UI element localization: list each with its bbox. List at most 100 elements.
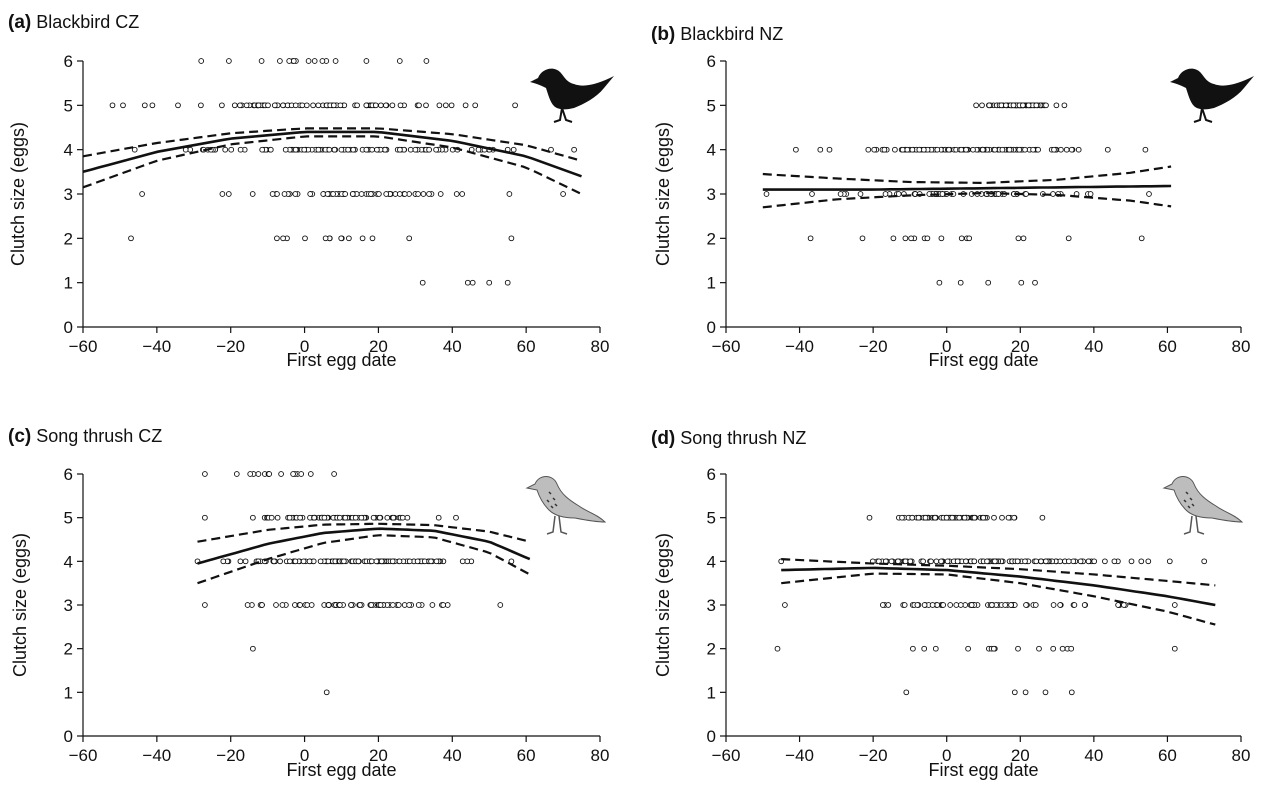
- data-point: [885, 602, 892, 608]
- ci-upper-line: [781, 558, 1216, 587]
- data-point: [1085, 558, 1092, 565]
- data-point: [958, 146, 965, 153]
- data-point: [359, 235, 366, 242]
- data-point: [944, 558, 951, 565]
- x-tick-label: 60: [1158, 746, 1177, 765]
- data-point: [1005, 514, 1012, 521]
- data-point: [1057, 602, 1063, 608]
- y-tick-label: 0: [707, 318, 716, 337]
- data-point: [268, 514, 275, 521]
- data-point: [763, 191, 770, 197]
- data-point: [228, 146, 235, 153]
- data-point: [902, 558, 909, 565]
- x-tick-label: 20: [369, 746, 388, 765]
- data-point: [341, 558, 347, 565]
- data-point: [397, 102, 404, 109]
- data-point: [963, 558, 969, 565]
- data-point: [999, 514, 1005, 521]
- data-point: [370, 514, 377, 521]
- data-point: [311, 514, 318, 521]
- data-point: [317, 558, 324, 565]
- data-point: [109, 102, 116, 109]
- x-tick-label: 0: [300, 337, 309, 356]
- data-point: [989, 602, 995, 608]
- data-point: [290, 58, 297, 64]
- data-point: [984, 558, 990, 565]
- data-point: [865, 146, 872, 153]
- data-point: [437, 191, 444, 197]
- data-point: [1022, 558, 1028, 565]
- data-point: [953, 602, 960, 608]
- data-point: [895, 191, 902, 197]
- x-tick-label: 60: [517, 337, 536, 356]
- data-point: [1061, 102, 1068, 109]
- panel-title-text: Blackbird NZ: [680, 24, 783, 44]
- data-point: [1030, 146, 1036, 153]
- panel-title-text: Song thrush CZ: [36, 426, 162, 446]
- data-point: [899, 514, 905, 521]
- x-tick-label: −60: [69, 337, 98, 356]
- data-point: [954, 558, 961, 565]
- fit-line: [82, 130, 582, 178]
- data-point: [1018, 279, 1025, 286]
- data-point: [297, 602, 303, 608]
- y-tick-label: 5: [64, 96, 73, 115]
- data-point: [406, 602, 412, 608]
- data-point: [428, 558, 434, 565]
- data-point: [202, 602, 208, 608]
- data-point: [971, 514, 978, 521]
- data-point: [881, 146, 888, 153]
- data-point: [426, 146, 432, 153]
- data-point: [1081, 602, 1088, 608]
- panel-title-text: Blackbird CZ: [36, 12, 139, 32]
- data-point: [222, 146, 229, 153]
- data-point: [1146, 191, 1152, 197]
- data-point: [932, 514, 938, 521]
- data-point: [866, 514, 873, 521]
- data-point: [1171, 602, 1178, 608]
- data-point: [231, 102, 238, 109]
- x-tick-label: −40: [785, 746, 814, 765]
- panel-b: (b) Blackbird NZ 0 1 2 3 4 5 6 −60 −40 −20 0 20 40 60 80…: [651, 24, 1254, 370]
- data-point: [345, 146, 351, 153]
- data-point: [305, 58, 312, 64]
- data-point: [904, 146, 911, 153]
- data-point: [315, 102, 322, 109]
- data-point: [1077, 558, 1084, 565]
- x-tick-label: 20: [1011, 746, 1030, 765]
- data-point: [956, 514, 963, 521]
- y-tick-label: 6: [707, 465, 716, 484]
- thrush-legs: [546, 515, 568, 535]
- x-tick-label: −40: [785, 337, 814, 356]
- data-point: [459, 558, 466, 565]
- y-tick-label: 0: [64, 727, 73, 746]
- data-point: [899, 146, 906, 153]
- y-tick-label: 1: [64, 274, 73, 293]
- data-point: [448, 102, 455, 109]
- data-point: [358, 514, 365, 521]
- y-tick-label: 2: [707, 640, 716, 659]
- data-point: [916, 146, 923, 153]
- data-point: [395, 602, 402, 608]
- data-point: [376, 191, 382, 197]
- data-point: [1087, 191, 1094, 197]
- data-point: [429, 602, 436, 608]
- y-axis-title: Clutch size (eggs): [653, 533, 673, 677]
- data-point: [308, 602, 315, 608]
- data-point: [1033, 102, 1040, 109]
- data-point: [331, 146, 338, 153]
- data-point: [258, 58, 265, 64]
- data-point: [1011, 689, 1018, 696]
- data-point: [292, 146, 299, 153]
- data-point: [250, 514, 256, 521]
- data-point: [286, 514, 293, 521]
- data-point: [390, 514, 397, 521]
- data-point: [406, 558, 413, 565]
- data-point: [890, 235, 897, 242]
- data-point: [1042, 689, 1049, 696]
- data-point: [237, 558, 244, 565]
- data-point: [995, 191, 1002, 197]
- data-point: [892, 146, 898, 153]
- y-tick-label: 1: [707, 683, 716, 702]
